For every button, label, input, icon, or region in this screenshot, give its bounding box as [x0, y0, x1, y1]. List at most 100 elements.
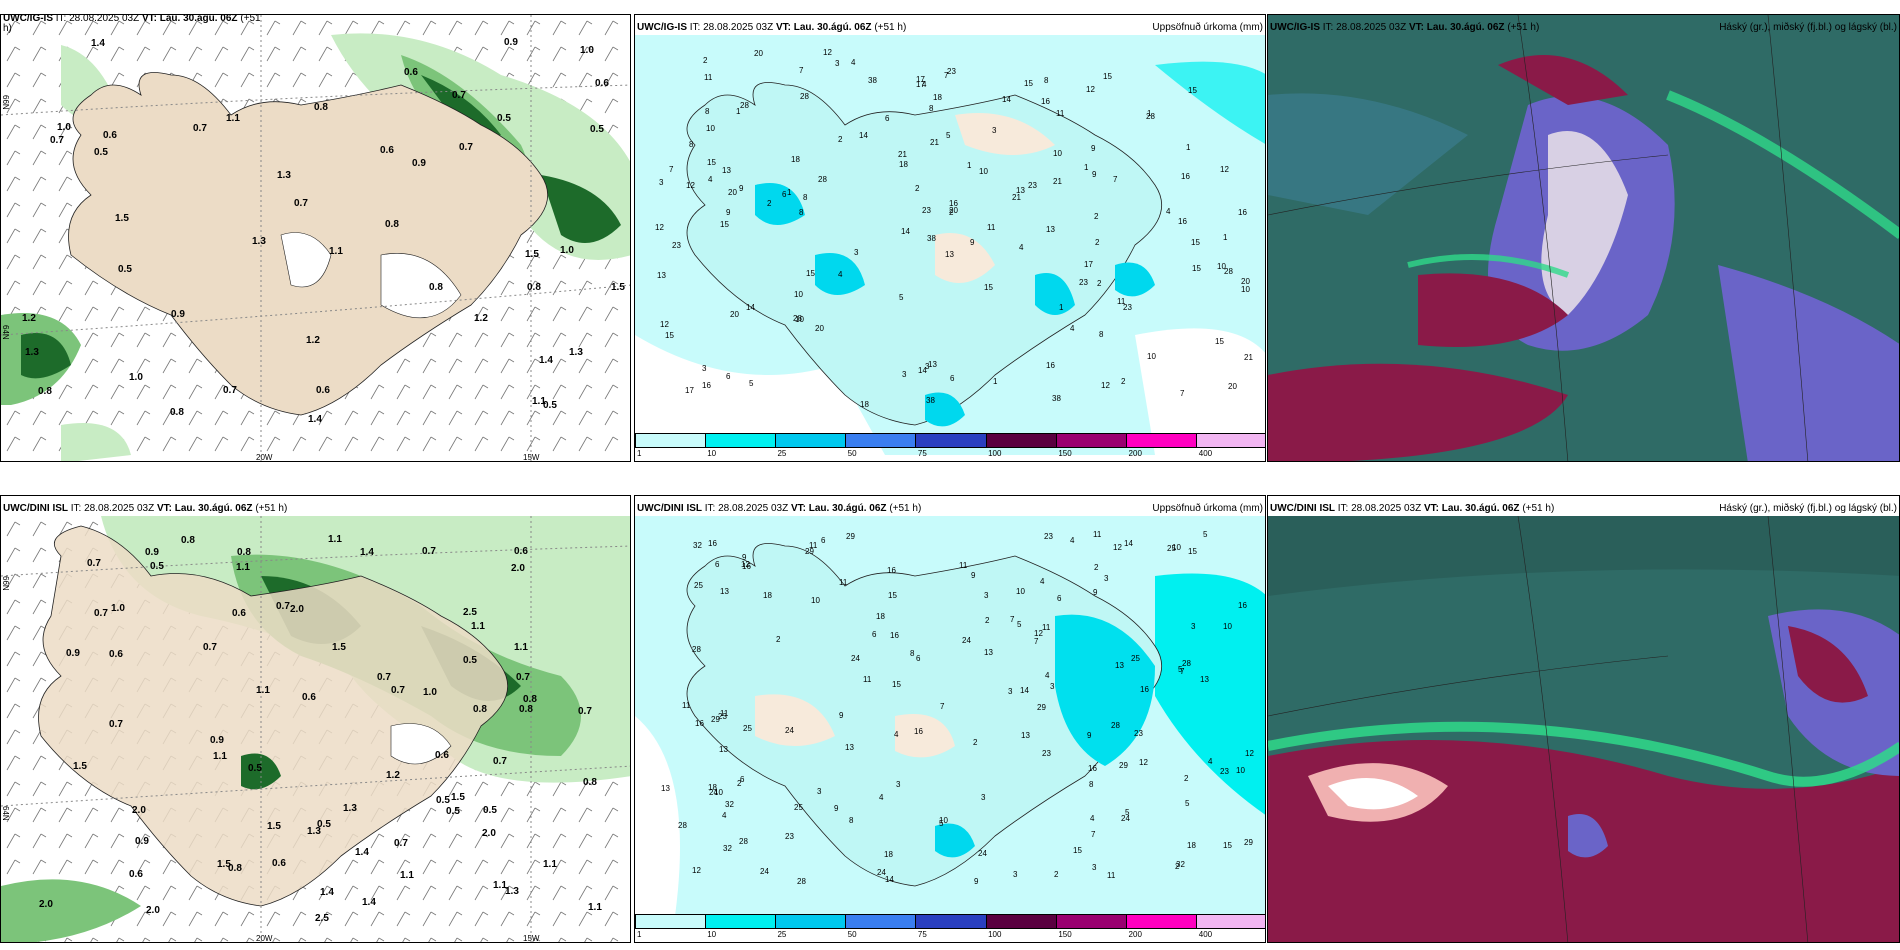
colorbar-label: 50 [847, 449, 857, 458]
value-label: 28 [800, 92, 809, 101]
value-label: 23 [1123, 303, 1132, 312]
value-label: 1.1 [256, 685, 270, 696]
lat-label: 66N [1, 576, 10, 591]
value-label: 10 [811, 596, 820, 605]
value-label: 1.3 [307, 826, 321, 837]
value-label: 4 [1090, 814, 1095, 823]
value-label: 2 [703, 56, 708, 65]
value-label: 24 [851, 654, 860, 663]
colorbar-swatch [776, 915, 847, 928]
value-label: 11 [1117, 297, 1126, 306]
value-label: 23 [1028, 181, 1037, 190]
value-label: 1.2 [306, 335, 320, 346]
value-label: 5 [939, 819, 944, 828]
value-label: 0.7 [294, 198, 308, 209]
value-label: 0.7 [94, 608, 108, 619]
value-label: 12 [1101, 381, 1110, 390]
value-label: 20 [815, 324, 824, 333]
value-label: 24 [760, 867, 769, 876]
value-label: 6 [740, 775, 745, 784]
value-label: 17 [916, 80, 925, 89]
value-label: 1.2 [386, 770, 400, 781]
lat-label: 64N [1, 325, 10, 340]
value-label: 4 [838, 270, 843, 279]
value-label: 14 [1002, 95, 1011, 104]
value-label: 0.7 [493, 756, 507, 767]
value-label: 11 [720, 709, 729, 718]
value-label: 1.1 [471, 621, 485, 632]
value-label: 25 [794, 803, 803, 812]
value-label: 0.5 [483, 805, 497, 816]
colorbar-swatch [916, 915, 987, 928]
value-label: 13 [1046, 225, 1055, 234]
value-label: 23 [1044, 532, 1053, 541]
value-label: 3 [925, 362, 930, 371]
value-label: 29 [1037, 703, 1046, 712]
value-label: 20 [1228, 382, 1237, 391]
value-label: 0.7 [109, 719, 123, 730]
value-label: 2 [838, 135, 843, 144]
colorbar-label: 150 [1058, 449, 1072, 458]
value-label: 8 [849, 816, 854, 825]
value-label: 1.5 [525, 249, 539, 260]
value-label: 13 [1016, 186, 1025, 195]
value-label: 7 [669, 165, 674, 174]
value-label: 24 [709, 788, 718, 797]
colorbar-swatch [1056, 434, 1127, 447]
value-label: 13 [984, 648, 993, 657]
value-label: 2 [1054, 870, 1059, 879]
value-label: 7 [940, 702, 945, 711]
value-label: 2 [973, 738, 978, 747]
cloud-map-top [1268, 15, 1899, 461]
lon-label: 20W [256, 453, 273, 462]
colorbar-label: 25 [777, 449, 787, 458]
value-label: 1.1 [236, 562, 250, 573]
value-label: 7 [1180, 667, 1185, 676]
value-label: 0.8 [429, 282, 443, 293]
value-label: 0.8 [523, 694, 537, 705]
value-label: 12 [655, 223, 664, 232]
value-label: 0.6 [129, 869, 143, 880]
value-label: 4 [922, 80, 927, 89]
value-label: 0.6 [232, 608, 246, 619]
value-label: 10 [714, 788, 723, 797]
value-label: 2.5 [463, 607, 477, 618]
value-label: 16 [1238, 601, 1247, 610]
value-label: 14 [859, 131, 868, 140]
value-label: 13 [720, 587, 729, 596]
value-label: 8 [689, 140, 694, 149]
panel-title: UWC/IG-IS IT: 28.08.2025 03Z VT: Lau. 30… [3, 14, 261, 24]
value-label: 0.5 [543, 400, 557, 411]
value-label: 15 [720, 220, 729, 229]
value-label: 29 [846, 532, 855, 541]
value-label: 1.1 [328, 534, 342, 545]
value-label: 11 [682, 701, 691, 710]
value-label: 4 [851, 58, 856, 67]
value-label: 2.0 [482, 828, 496, 839]
value-label: 18 [1187, 841, 1196, 850]
value-label: 0.6 [404, 67, 418, 78]
value-label: 5 [1203, 530, 1208, 539]
value-label: 12 [1086, 85, 1095, 94]
value-label: 6 [821, 536, 826, 545]
colorbar-label: 25 [777, 930, 787, 939]
value-label: 0.6 [103, 130, 117, 141]
value-label: 1.1 [532, 396, 546, 407]
value-label: 12 [686, 181, 695, 190]
value-label: 10 [1217, 262, 1226, 271]
value-label: 28 [678, 821, 687, 830]
value-label: 10 [794, 290, 803, 299]
colorbar-swatch [1196, 915, 1265, 928]
value-label: 10 [1236, 766, 1245, 775]
value-label: 12 [741, 560, 750, 569]
value-label: 15 [1191, 238, 1200, 247]
value-label: 20 [728, 188, 737, 197]
value-label: 0.8 [228, 863, 242, 874]
colorbar [635, 914, 1265, 929]
value-label: 14 [1124, 539, 1133, 548]
value-label: 3 [1050, 682, 1055, 691]
value-label: 16 [890, 631, 899, 640]
colorbar-label: 200 [1128, 449, 1142, 458]
value-label: 3 [817, 787, 822, 796]
value-label: 1.0 [560, 245, 574, 256]
